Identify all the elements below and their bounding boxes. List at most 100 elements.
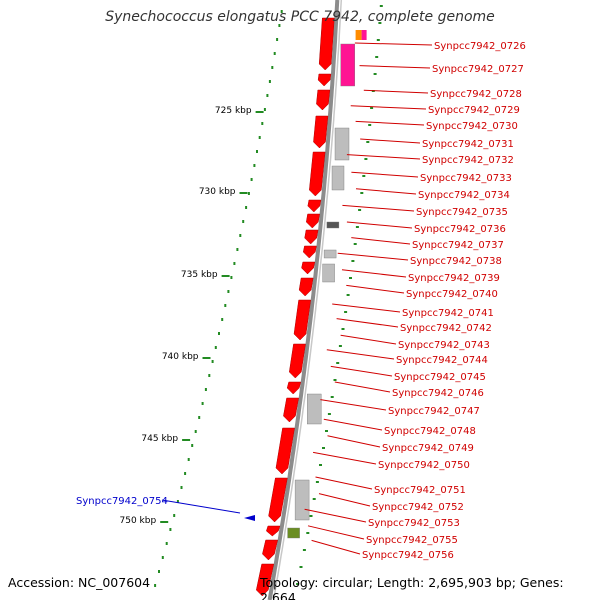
- gene-box[interactable]: [340, 43, 355, 87]
- gene-label[interactable]: Synpcc7942_0726: [434, 41, 526, 52]
- map-title: Synechococcus elongatus PCC 7942, comple…: [105, 9, 495, 25]
- gene-arrow[interactable]: [266, 525, 281, 537]
- gene-label[interactable]: Synpcc7942_0738: [410, 256, 502, 267]
- outer-ring-dot: [379, 5, 383, 7]
- ring-dot: [230, 276, 233, 279]
- outer-ring-dot: [306, 532, 310, 534]
- ring-dot: [271, 66, 274, 69]
- outer-ring-dot: [322, 447, 325, 449]
- gene-label[interactable]: Synpcc7942_0743: [398, 340, 490, 351]
- ring-dot: [201, 402, 204, 405]
- gene-label[interactable]: Synpcc7942_0728: [430, 89, 522, 100]
- gene-arrow[interactable]: [256, 563, 275, 597]
- kbp-label: 735 kbp: [181, 270, 218, 280]
- accession-text: Accession: NC_007604: [8, 575, 151, 590]
- gene-label[interactable]: Synpcc7942_0745: [394, 372, 486, 383]
- gene-label-leader: [326, 349, 395, 360]
- ring-dot: [204, 388, 207, 391]
- gene-box[interactable]: [334, 127, 350, 161]
- ring-dot: [258, 136, 261, 139]
- gene-label[interactable]: Synpcc7942_0746: [392, 388, 484, 399]
- gene-arrow[interactable]: [286, 381, 302, 395]
- gene-arrow[interactable]: [289, 343, 306, 379]
- gene-label[interactable]: Synpcc7942_0734: [418, 190, 510, 201]
- gene-label-leader: [307, 525, 365, 540]
- ring-dot: [165, 542, 168, 545]
- ring-dot: [218, 332, 220, 335]
- gene-label-leader: [318, 493, 371, 507]
- gene-arrow[interactable]: [283, 397, 299, 423]
- outer-ring-dot: [378, 22, 382, 24]
- gene-arrow[interactable]: [316, 89, 331, 111]
- gene-arrow[interactable]: [293, 299, 311, 341]
- ring-dot: [221, 318, 224, 321]
- gene-label-leader: [346, 284, 405, 294]
- gene-arrow[interactable]: [262, 539, 279, 561]
- gene-0754-arrow[interactable]: [244, 515, 255, 521]
- outer-ring-dot: [341, 328, 345, 330]
- gene-label[interactable]: Synpcc7942_0729: [428, 105, 520, 116]
- ring-dot: [268, 80, 271, 83]
- gene-arrow[interactable]: [313, 115, 329, 149]
- gene-label-leader: [323, 418, 383, 431]
- gene-label[interactable]: Synpcc7942_0727: [432, 64, 524, 75]
- kbp-label: 730 kbp: [199, 187, 236, 197]
- gene-label-leader: [350, 105, 427, 110]
- gene-label[interactable]: Synpcc7942_0753: [368, 518, 460, 529]
- gene-label[interactable]: Synpcc7942_0747: [388, 406, 480, 417]
- gene-label-0754[interactable]: Synpcc7942_0754: [76, 496, 168, 507]
- ring-dot: [191, 444, 194, 447]
- gene-label[interactable]: Synpcc7942_0731: [422, 139, 514, 150]
- gene-label[interactable]: Synpcc7942_0740: [406, 289, 498, 300]
- gene-box[interactable]: [331, 165, 345, 191]
- gene-box[interactable]: [326, 221, 340, 229]
- gene-arrow[interactable]: [317, 73, 332, 87]
- gene-box[interactable]: [307, 393, 322, 425]
- gene-label-leader: [304, 508, 367, 523]
- gene-arrow[interactable]: [309, 151, 326, 197]
- outer-ring-dot: [338, 345, 342, 347]
- gene-label[interactable]: Synpcc7942_0736: [414, 224, 506, 235]
- gene-label[interactable]: Synpcc7942_0739: [408, 273, 500, 284]
- gene-label[interactable]: Synpcc7942_0751: [374, 485, 466, 496]
- gene-arrow[interactable]: [268, 477, 288, 523]
- gene-0754-leader: [161, 499, 241, 514]
- gene-arrow[interactable]: [302, 245, 317, 259]
- gene-box-small[interactable]: [361, 30, 367, 40]
- gene-label[interactable]: Synpcc7942_0730: [426, 121, 518, 132]
- gene-arrow[interactable]: [306, 213, 320, 229]
- gene-label[interactable]: Synpcc7942_0737: [412, 240, 504, 251]
- gene-label-leader: [320, 399, 387, 411]
- ring-dot: [208, 374, 211, 377]
- gene-box-small[interactable]: [355, 30, 362, 40]
- kbp-tick: [255, 111, 264, 113]
- gene-arrow[interactable]: [275, 427, 295, 475]
- gene-arrow[interactable]: [307, 199, 322, 213]
- gene-arrow[interactable]: [318, 17, 335, 71]
- gene-label[interactable]: Synpcc7942_0735: [416, 207, 508, 218]
- gene-arrow[interactable]: [301, 261, 316, 275]
- gene-label[interactable]: Synpcc7942_0742: [400, 323, 492, 334]
- gene-label[interactable]: Synpcc7942_0741: [402, 308, 494, 319]
- gene-arrow[interactable]: [304, 229, 319, 245]
- gene-label[interactable]: Synpcc7942_0750: [378, 460, 470, 471]
- gene-box[interactable]: [294, 479, 310, 521]
- outer-ring-dot: [309, 515, 313, 517]
- gene-label[interactable]: Synpcc7942_0749: [382, 443, 474, 454]
- ring-dot: [227, 290, 230, 293]
- gene-label[interactable]: Synpcc7942_0733: [420, 173, 512, 184]
- gene-box[interactable]: [323, 249, 337, 259]
- gene-arrow[interactable]: [298, 277, 314, 297]
- gene-label-leader: [332, 303, 401, 313]
- gene-label[interactable]: Synpcc7942_0755: [366, 535, 458, 546]
- ring-dot: [245, 206, 248, 209]
- gene-label[interactable]: Synpcc7942_0744: [396, 355, 488, 366]
- ring-dot: [263, 108, 266, 111]
- gene-label[interactable]: Synpcc7942_0732: [422, 155, 514, 166]
- gene-label[interactable]: Synpcc7942_0756: [362, 550, 454, 561]
- gene-box[interactable]: [322, 263, 335, 283]
- gene-label[interactable]: Synpcc7942_0752: [372, 502, 464, 513]
- ring-dot: [242, 220, 245, 223]
- gene-label[interactable]: Synpcc7942_0748: [384, 426, 476, 437]
- gene-box[interactable]: [287, 527, 300, 539]
